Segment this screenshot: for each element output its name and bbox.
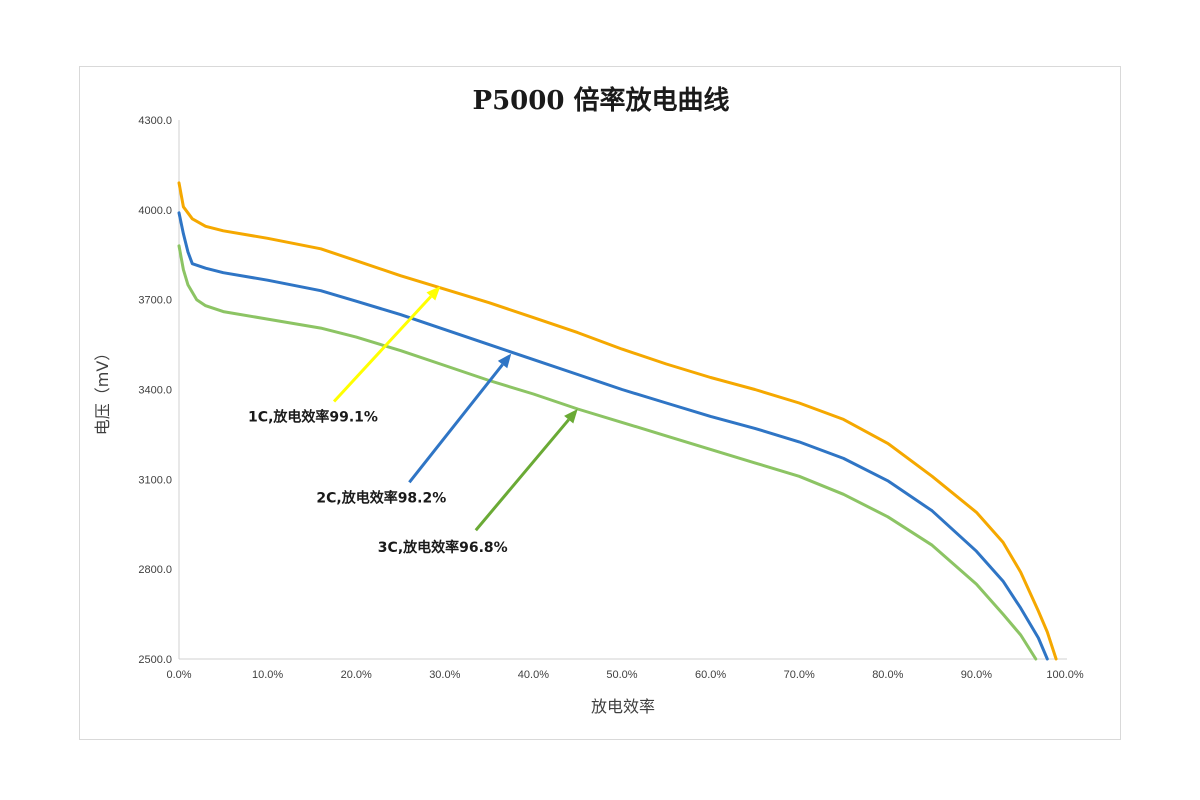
x-tick-label: 80.0% — [872, 669, 903, 681]
x-tick-label: 30.0% — [429, 669, 460, 681]
y-tick-label: 4300.0 — [138, 115, 172, 127]
y-axis-title: 电压（mV） — [93, 345, 112, 436]
annotation-arrowhead-2 — [497, 353, 512, 369]
annotation-label-1: 1C,放电效率99.1% — [248, 408, 378, 425]
x-tick-label: 60.0% — [695, 669, 726, 681]
y-tick-label: 4000.0 — [138, 205, 172, 217]
annotation-label-3: 3C,放电效率96.8% — [378, 539, 508, 556]
annotation-arrow-3 — [474, 418, 570, 532]
annotations: 1C,放电效率99.1% 2C,放电效率98.2% 3C,放电效率96.8% — [248, 286, 578, 556]
x-tick-label: 10.0% — [252, 669, 283, 681]
x-tick-label: 20.0% — [341, 669, 372, 681]
annotation-arrow-1 — [332, 295, 432, 403]
x-axis-title: 放电效率 — [591, 697, 655, 716]
annotation-label-2: 2C,放电效率98.2% — [316, 489, 446, 506]
chart-frame: P5000 倍率放电曲线 2500.0 2800.0 3100.0 3400.0 370… — [79, 66, 1121, 740]
axes — [178, 120, 1067, 660]
x-tick-label: 0.0% — [166, 669, 191, 681]
annotation-arrowhead-3 — [564, 408, 578, 424]
y-ticks: 2500.0 2800.0 3100.0 3400.0 3700.0 4000.0 4300… — [138, 115, 172, 666]
chart-title: P5000 倍率放电曲线 — [473, 85, 730, 116]
y-tick-label: 3400.0 — [138, 385, 172, 397]
series-line-3 — [177, 244, 1038, 661]
x-tick-label: 100.0% — [1046, 669, 1084, 681]
x-tick-label: 50.0% — [606, 669, 637, 681]
x-ticks: 0.0% 10.0% 20.0% 30.0% 40.0% 50.0% 60.0% 70.0% 8… — [166, 669, 1083, 681]
chart: P5000 倍率放电曲线 2500.0 2800.0 3100.0 3400.0 370… — [93, 85, 1084, 716]
y-tick-label: 2800.0 — [138, 564, 172, 576]
series-line-2 — [177, 211, 1049, 661]
y-tick-label: 3700.0 — [138, 295, 172, 307]
y-tick-label: 3100.0 — [138, 474, 172, 486]
y-tick-label: 2500.0 — [138, 654, 172, 666]
x-tick-label: 70.0% — [784, 669, 815, 681]
series — [177, 181, 1058, 661]
series-line-1 — [177, 181, 1058, 661]
x-tick-label: 90.0% — [961, 669, 992, 681]
x-tick-label: 40.0% — [518, 669, 549, 681]
annotation-arrowhead-1 — [426, 286, 441, 301]
annotation-arrow-2 — [408, 363, 504, 484]
